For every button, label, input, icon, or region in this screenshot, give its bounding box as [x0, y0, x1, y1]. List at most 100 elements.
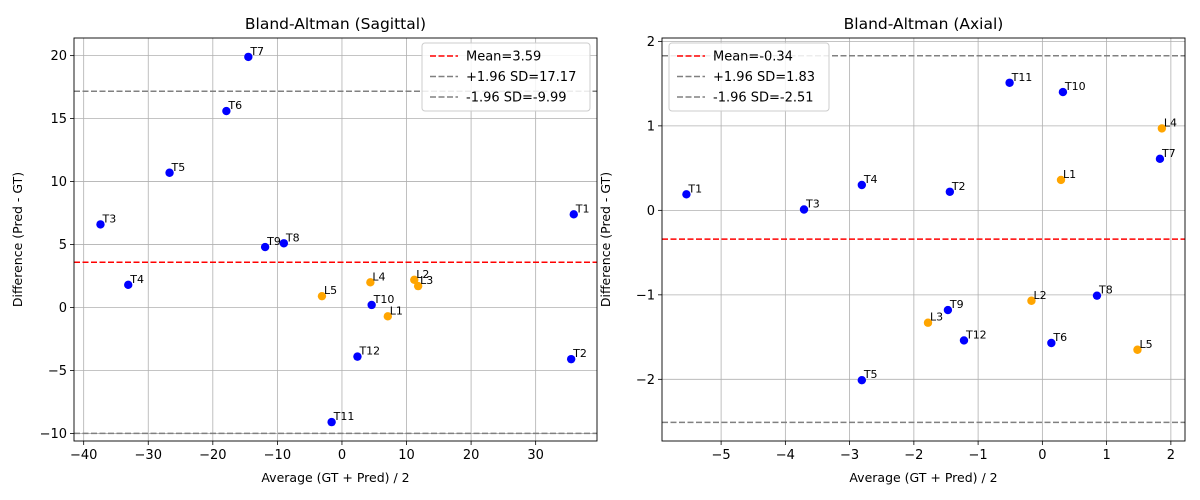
axial-point-label-L1: L1 — [1063, 168, 1076, 181]
sagittal-legend-label-2: -1.96 SD=-9.99 — [466, 91, 567, 106]
axial-x-tick-label-7: 2 — [1167, 448, 1175, 463]
axial-point-L2 — [1027, 296, 1036, 305]
axial-legend: Mean=-0.34 +1.96 SD=1.83 -1.96 SD=-2.51 — [668, 42, 830, 112]
sagittal-point-label-L5: L5 — [324, 284, 337, 297]
axial-point-label-L2: L2 — [1033, 289, 1046, 302]
axial-point-T2 — [945, 187, 955, 196]
sagittal-x-tick-label-7: 30 — [527, 448, 544, 463]
axial-point-label-L5: L5 — [1139, 338, 1152, 351]
axial-point-label-T8: T8 — [1098, 284, 1113, 297]
sagittal-y-tick-label-0: −10 — [40, 427, 67, 442]
axial-point-label-T5: T5 — [863, 368, 878, 381]
sagittal-chart-title: Bland-Altman (Sagittal) — [245, 15, 426, 33]
axial-y-axis-label: Difference (Pred - GT) — [598, 172, 613, 307]
axial-x-tick-label-4: −1 — [969, 448, 988, 463]
axial-x-tick-label-0: −5 — [712, 448, 731, 463]
sagittal-point-T5 — [165, 168, 174, 177]
sagittal-x-tick-label-6: 20 — [463, 448, 480, 463]
sagittal-point-T8 — [279, 239, 289, 248]
axial-x-tick-label-6: 1 — [1102, 448, 1110, 463]
axial-point-T4 — [857, 180, 867, 190]
axial-x-tick-label-2: −3 — [840, 448, 859, 463]
sagittal-point-L3 — [413, 281, 423, 291]
axial-point-T12 — [959, 336, 969, 345]
sagittal-point-label-T10: T10 — [373, 293, 395, 306]
sagittal-point-label-L2: L2 — [416, 268, 429, 281]
axial-point-L1 — [1056, 175, 1066, 185]
sagittal-point-label-L1: L1 — [390, 304, 403, 317]
axial-x-tick-label-5: 0 — [1038, 448, 1046, 463]
axial-y-tick-label-3: 1 — [647, 119, 655, 134]
sagittal-point-T2 — [566, 354, 576, 364]
sagittal-x-tick-label-3: −10 — [264, 448, 291, 463]
axial-legend-label-0: Mean=-0.34 — [713, 50, 793, 65]
sagittal-x-tick-label-2: −20 — [199, 448, 226, 463]
axial-point-T8 — [1092, 291, 1102, 300]
axial-y-tick-label-1: −1 — [636, 288, 655, 303]
axial-point-T1 — [682, 190, 691, 199]
sagittal-point-T6 — [222, 106, 231, 116]
sagittal-point-T4 — [124, 280, 133, 290]
sagittal-point-label-T2: T2 — [572, 347, 587, 360]
sagittal-y-tick-label-1: −5 — [48, 364, 67, 379]
sagittal-point-T1 — [569, 210, 578, 219]
sagittal-y-tick-label-5: 15 — [50, 112, 67, 127]
sagittal-point-label-T9: T9 — [266, 235, 281, 248]
axial-legend-box — [668, 42, 830, 112]
sagittal-legend-label-1: +1.96 SD=17.17 — [466, 70, 576, 85]
sagittal-axes-frame — [73, 37, 598, 442]
sagittal-point-label-L3: L3 — [420, 274, 433, 287]
sagittal-point-label-T3: T3 — [101, 212, 116, 225]
axial-legend-label-2: -1.96 SD=-2.51 — [713, 91, 814, 106]
axial-point-L3 — [923, 318, 933, 327]
axial-x-axis-label: Average (GT + Pred) / 2 — [849, 470, 997, 485]
axial-point-L5 — [1133, 345, 1142, 354]
sagittal-x-tick-label-5: 10 — [398, 448, 415, 463]
sagittal-point-label-T1: T1 — [575, 202, 590, 215]
axial-point-L4 — [1157, 124, 1167, 133]
sagittal-x-tick-label-1: −30 — [135, 448, 162, 463]
sagittal-point-T7 — [244, 52, 253, 62]
axial-y-tick-label-2: 0 — [647, 204, 655, 219]
sagittal-point-L5 — [317, 291, 327, 301]
axial-point-label-T12: T12 — [965, 328, 987, 341]
axial-point-label-T2: T2 — [951, 180, 966, 193]
axial-point-label-T11: T11 — [1011, 71, 1033, 84]
sagittal-x-tick-label-4: 0 — [338, 448, 346, 463]
axial-axes-frame — [661, 37, 1186, 442]
sagittal-point-label-T7: T7 — [249, 45, 264, 58]
axial-legend-label-1: +1.96 SD=1.83 — [713, 70, 815, 85]
sagittal-x-tick-label-0: −40 — [70, 448, 97, 463]
sagittal-point-label-T8: T8 — [285, 231, 300, 244]
axial-chart-title: Bland-Altman (Axial) — [844, 15, 1004, 33]
sagittal-y-tick-label-3: 5 — [59, 238, 67, 253]
axial-panel: T1 T3 T4 T2 T11 T10 L1 L4 T7 L2 T8 T9 L3 T12 T6 L5 T5 −5 −… — [598, 15, 1186, 485]
sagittal-y-axis-label: Difference (Pred - GT) — [10, 172, 25, 307]
axial-y-tick-label-4: 2 — [647, 35, 655, 50]
axial-point-label-T7: T7 — [1161, 147, 1176, 160]
axial-point-label-T9: T9 — [949, 298, 964, 311]
axial-point-label-T4: T4 — [863, 173, 878, 186]
sagittal-point-label-T12: T12 — [358, 345, 380, 358]
sagittal-point-L1 — [383, 312, 392, 321]
axial-point-label-T3: T3 — [805, 198, 820, 211]
axial-point-T9 — [943, 305, 953, 315]
sagittal-point-T3 — [96, 220, 105, 229]
sagittal-point-label-T5: T5 — [171, 161, 186, 174]
axial-point-T7 — [1155, 154, 1165, 164]
sagittal-point-label-T4: T4 — [129, 273, 144, 286]
sagittal-y-tick-label-6: 20 — [50, 49, 67, 64]
sagittal-legend-label-0: Mean=3.59 — [466, 50, 541, 65]
sagittal-x-axis-label: Average (GT + Pred) / 2 — [261, 470, 409, 485]
axial-x-tick-label-3: −2 — [904, 448, 923, 463]
axial-point-label-T10: T10 — [1064, 80, 1086, 93]
sagittal-point-label-T6: T6 — [227, 99, 242, 112]
axial-x-tick-label-1: −4 — [776, 448, 795, 463]
axial-point-T11 — [1005, 78, 1014, 87]
axial-point-T5 — [857, 375, 867, 385]
sagittal-legend: Mean=3.59 +1.96 SD=17.17 -1.96 SD=-9.99 — [421, 42, 591, 112]
axial-point-label-T6: T6 — [1052, 331, 1067, 344]
